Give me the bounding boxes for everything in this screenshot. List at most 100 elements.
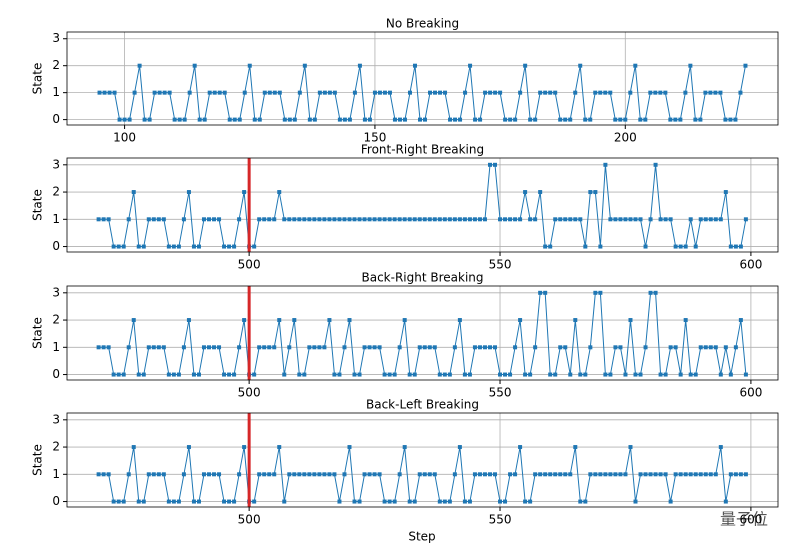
data-point bbox=[347, 445, 352, 450]
y-tick-label: 1 bbox=[52, 467, 60, 481]
data-point bbox=[668, 117, 673, 122]
data-point bbox=[633, 63, 638, 68]
x-tick-label: 100 bbox=[113, 131, 136, 145]
data-point bbox=[548, 372, 553, 377]
data-point bbox=[493, 162, 498, 167]
x-tick-label: 600 bbox=[739, 386, 762, 400]
data-point bbox=[322, 90, 327, 95]
data-point bbox=[503, 217, 508, 222]
data-point bbox=[703, 90, 708, 95]
data-point bbox=[137, 63, 142, 68]
data-point bbox=[482, 345, 487, 350]
data-point bbox=[593, 90, 598, 95]
data-point bbox=[508, 372, 513, 377]
data-point bbox=[518, 90, 523, 95]
data-point bbox=[171, 372, 176, 377]
data-point bbox=[688, 472, 693, 477]
data-point bbox=[528, 217, 533, 222]
data-point bbox=[136, 372, 141, 377]
data-point bbox=[397, 472, 402, 477]
data-point bbox=[106, 472, 111, 477]
data-point bbox=[412, 217, 417, 222]
data-point bbox=[603, 162, 608, 167]
data-point bbox=[513, 117, 518, 122]
data-point bbox=[718, 90, 723, 95]
data-point bbox=[583, 244, 588, 249]
data-point bbox=[322, 345, 327, 350]
x-tick-label: 150 bbox=[363, 131, 386, 145]
data-point bbox=[578, 499, 583, 504]
data-point bbox=[538, 90, 543, 95]
data-point bbox=[302, 217, 307, 222]
data-point bbox=[172, 117, 177, 122]
data-point bbox=[563, 345, 568, 350]
series-line bbox=[98, 292, 747, 376]
data-point bbox=[181, 345, 186, 350]
data-point bbox=[603, 372, 608, 377]
data-point bbox=[277, 190, 282, 195]
data-point bbox=[171, 244, 176, 249]
data-point bbox=[638, 372, 643, 377]
data-point bbox=[683, 472, 688, 477]
data-point bbox=[212, 345, 217, 350]
data-point bbox=[126, 472, 131, 477]
data-point bbox=[232, 372, 237, 377]
data-point bbox=[693, 244, 698, 249]
data-point bbox=[713, 345, 718, 350]
data-point bbox=[362, 217, 367, 222]
data-point bbox=[96, 217, 101, 222]
data-point bbox=[728, 372, 733, 377]
data-point bbox=[297, 472, 302, 477]
data-point bbox=[262, 345, 267, 350]
x-tick-label: 550 bbox=[489, 258, 512, 272]
data-point bbox=[372, 217, 377, 222]
data-point bbox=[397, 345, 402, 350]
data-point bbox=[282, 217, 287, 222]
data-point bbox=[628, 445, 633, 450]
data-point bbox=[623, 472, 628, 477]
data-point bbox=[523, 372, 528, 377]
data-point bbox=[197, 117, 202, 122]
data-point bbox=[713, 217, 718, 222]
data-point bbox=[493, 472, 498, 477]
data-point bbox=[277, 318, 282, 323]
data-point bbox=[217, 217, 222, 222]
data-point bbox=[212, 217, 217, 222]
data-point bbox=[392, 117, 397, 122]
data-point bbox=[452, 345, 457, 350]
data-point bbox=[478, 117, 483, 122]
data-point bbox=[477, 345, 482, 350]
data-point bbox=[743, 63, 748, 68]
data-point bbox=[733, 345, 738, 350]
data-point bbox=[543, 90, 548, 95]
data-point bbox=[648, 472, 653, 477]
data-point bbox=[107, 90, 112, 95]
data-point bbox=[96, 345, 101, 350]
data-point bbox=[387, 499, 392, 504]
data-point bbox=[332, 372, 337, 377]
data-point bbox=[227, 499, 232, 504]
data-point bbox=[151, 217, 156, 222]
y-axis-label: State bbox=[31, 63, 45, 95]
data-point bbox=[297, 217, 302, 222]
data-point bbox=[603, 472, 608, 477]
data-point bbox=[377, 90, 382, 95]
y-tick-label: 3 bbox=[52, 31, 60, 45]
x-tick-label: 550 bbox=[489, 386, 512, 400]
data-point bbox=[116, 244, 121, 249]
data-point bbox=[728, 244, 733, 249]
data-point bbox=[232, 499, 237, 504]
data-point bbox=[648, 290, 653, 295]
data-point bbox=[347, 217, 352, 222]
y-tick-label: 2 bbox=[52, 440, 60, 454]
data-point bbox=[723, 345, 728, 350]
y-tick-label: 2 bbox=[52, 185, 60, 199]
data-point bbox=[126, 217, 131, 222]
data-point bbox=[161, 472, 166, 477]
x-tick-label: 600 bbox=[739, 258, 762, 272]
data-point bbox=[377, 345, 382, 350]
data-point bbox=[548, 244, 553, 249]
data-point bbox=[407, 217, 412, 222]
data-point bbox=[543, 290, 548, 295]
data-point bbox=[237, 217, 242, 222]
